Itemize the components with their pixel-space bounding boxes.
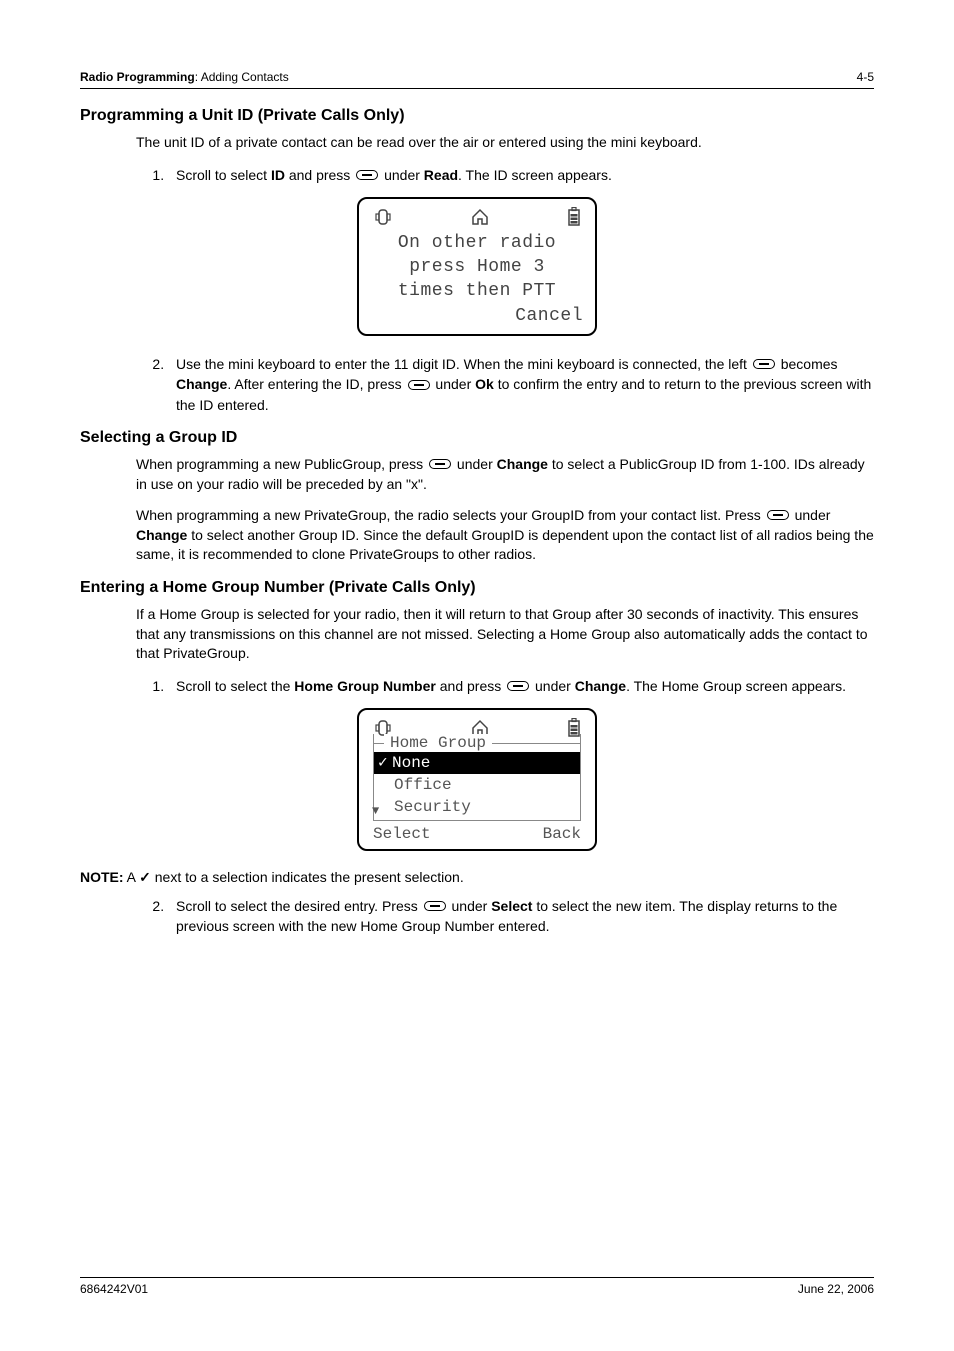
option-none: ✓None (374, 752, 580, 774)
battery-icon (567, 207, 581, 227)
header-rule (80, 88, 874, 89)
check-icon: ✓ (139, 869, 151, 886)
group-box: Home Group ✓None Office Security ▼ (373, 734, 581, 821)
screen-line-1: On other radio (369, 231, 585, 255)
home-group-intro: If a Home Group is selected for your rad… (136, 605, 874, 664)
footer-date: June 22, 2006 (798, 1282, 874, 1296)
group-id-p1: When programming a new PublicGroup, pres… (136, 455, 874, 494)
id-read-screen: On other radio press Home 3 times then P… (357, 197, 597, 336)
section-title-group-id: Selecting a Group ID (80, 429, 874, 447)
home-icon (470, 208, 490, 226)
group-legend: Home Group (384, 734, 492, 752)
group-id-p2: When programming a new PrivateGroup, the… (136, 506, 874, 565)
home-group-step-2: Scroll to select the desired entry. Pres… (168, 896, 874, 937)
scroll-down-icon: ▼ (372, 804, 379, 818)
home-group-screen: Home Group ✓None Office Security ▼ Selec… (357, 708, 597, 851)
header-left: Radio Programming: Adding Contacts (80, 70, 289, 84)
softkey-icon (424, 901, 446, 911)
option-security: Security (374, 796, 580, 818)
screen-line-3: times then PTT (369, 279, 585, 303)
softkey-icon (356, 170, 378, 180)
scroll-icon (373, 208, 393, 226)
softkey-back: Back (543, 825, 581, 843)
header-page: 4-5 (857, 70, 874, 84)
unit-id-step-1: Scroll to select ID and press under Read… (168, 165, 874, 185)
softkey-select: Select (373, 825, 431, 843)
home-group-step-1: Scroll to select the Home Group Number a… (168, 676, 874, 696)
section-title-home-group: Entering a Home Group Number (Private Ca… (80, 579, 874, 597)
unit-id-intro: The unit ID of a private contact can be … (136, 133, 874, 153)
unit-id-step-2: Use the mini keyboard to enter the 11 di… (168, 354, 874, 415)
softkey-icon (753, 359, 775, 369)
section-title-unit-id: Programming a Unit ID (Private Calls Onl… (80, 107, 874, 125)
screen-line-2: press Home 3 (369, 255, 585, 279)
option-office: Office (374, 774, 580, 796)
softkey-icon (507, 681, 529, 691)
softkey-icon (408, 380, 430, 390)
note: NOTE: A ✓ next to a selection indicates … (80, 869, 874, 886)
screen-cancel: Cancel (369, 304, 585, 328)
footer-docid: 6864242V01 (80, 1282, 148, 1296)
softkey-icon (429, 459, 451, 469)
softkey-icon (767, 510, 789, 520)
